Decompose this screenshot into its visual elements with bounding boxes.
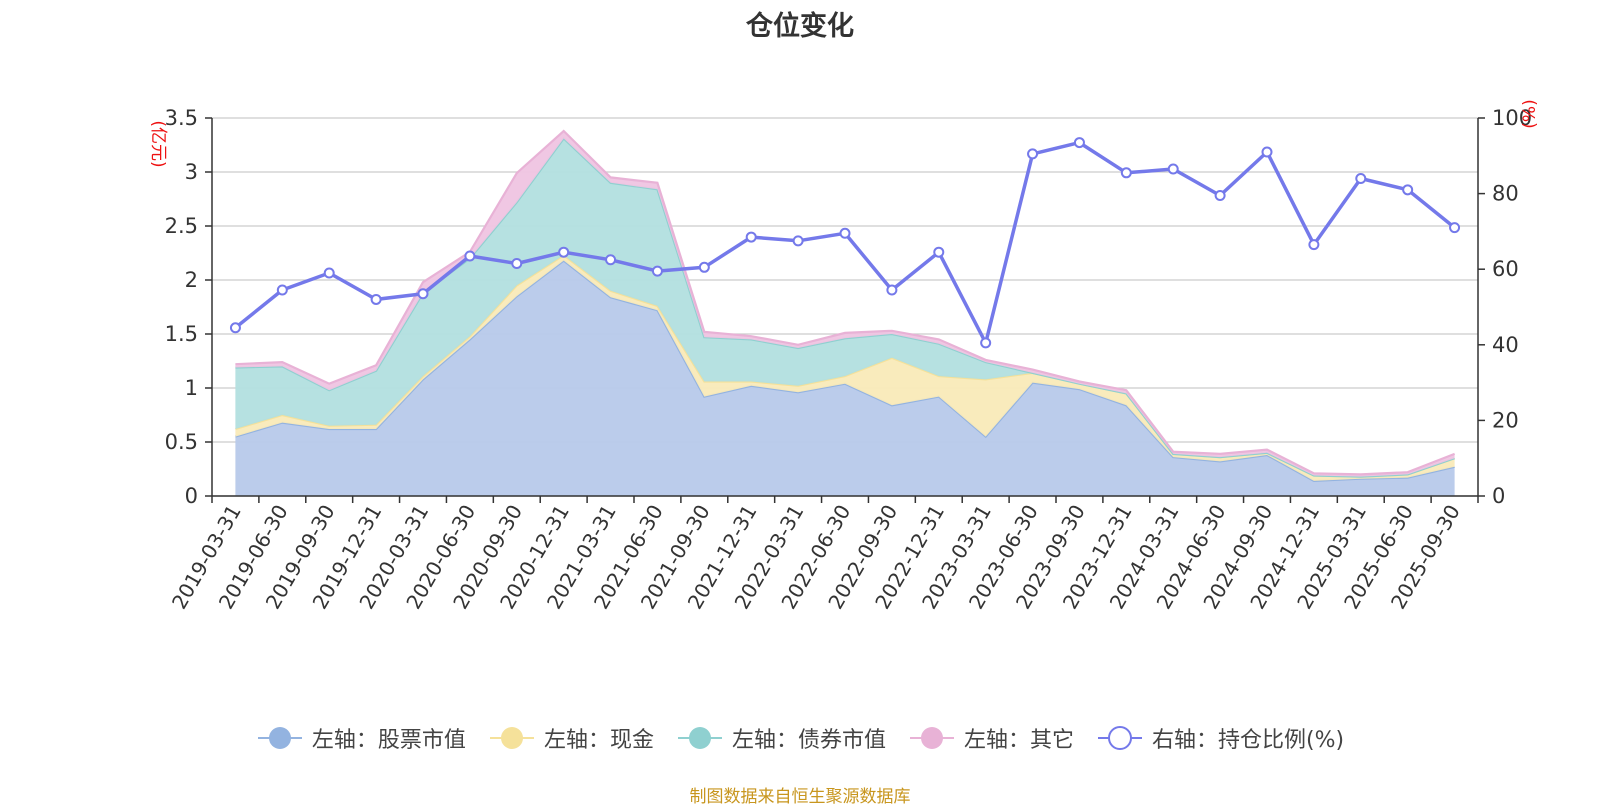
ratio-point — [1402, 184, 1414, 196]
legend-stock-swatch-icon — [257, 727, 302, 749]
right-axis-unit: (%) — [1520, 99, 1540, 128]
right-axis-tick-label: 80 — [1492, 182, 1519, 206]
ratio-point — [605, 254, 617, 266]
right-axis-tick-label: 0 — [1492, 484, 1505, 508]
right-axis-tick-label: 40 — [1492, 333, 1519, 357]
legend-item-ratio[interactable]: 右轴：持仓比例(%) — [1096, 722, 1344, 754]
area-series-0 — [235, 260, 1455, 496]
right-axis-tick-label: 60 — [1492, 257, 1519, 281]
legend-ratio-swatch-icon — [1097, 726, 1142, 750]
legend-label-stock: 左轴：股票市值 — [311, 728, 466, 753]
legend-item-other[interactable]: 左轴：其它 — [908, 722, 1074, 754]
legend-item-stock[interactable]: 左轴：股票市值 — [256, 722, 466, 754]
ratio-point — [1073, 137, 1085, 149]
ratio-point — [745, 231, 757, 243]
legend-item-cash[interactable]: 左轴：现金 — [488, 722, 654, 754]
ratio-point — [698, 261, 710, 273]
legend-other-swatch-icon — [909, 727, 954, 749]
ratio-point — [229, 322, 241, 334]
left-axis-tick-label: 2 — [185, 268, 198, 292]
left-axis-tick-label: 1.5 — [165, 322, 198, 346]
right-axis-tick-label: 20 — [1492, 408, 1519, 432]
ratio-point — [1449, 222, 1461, 234]
left-axis-tick-label: 3.5 — [165, 106, 198, 130]
ratio-point — [933, 246, 945, 258]
legend-cash-swatch-icon — [489, 727, 534, 749]
right-axis-tick-label: 100 — [1492, 106, 1532, 130]
ratio-point — [323, 267, 335, 279]
area-series-2 — [235, 138, 1455, 477]
left-axis-tick-label: 1 — [185, 376, 198, 400]
ratio-point — [1214, 189, 1226, 201]
left-axis-tick-label: 0.5 — [165, 430, 198, 454]
legend-bond-swatch-icon — [677, 727, 722, 749]
ratio-point — [464, 250, 476, 262]
ratio-point — [1120, 167, 1132, 179]
ratio-point — [511, 258, 523, 270]
ratio-point — [558, 246, 570, 258]
legend-label-cash: 左轴：现金 — [543, 728, 654, 753]
ratio-point — [276, 284, 288, 296]
legend-item-bond[interactable]: 左轴：债券市值 — [676, 722, 886, 754]
source-note: 制图数据来自恒生聚源数据库 — [689, 787, 911, 807]
ratio-point — [417, 288, 429, 300]
legend-label-other: 左轴：其它 — [963, 728, 1074, 753]
ratio-point — [1167, 163, 1179, 175]
chart-legend: 左轴：股票市值 左轴：现金 左轴：债券市值 左轴：其它 右轴：持仓比例(%) — [0, 722, 1600, 754]
chart-title: 仓位变化 — [746, 11, 854, 42]
left-axis-tick-label: 2.5 — [165, 214, 198, 238]
ratio-point — [792, 235, 804, 247]
ratio-point — [980, 337, 992, 349]
ratio-point — [1027, 148, 1039, 160]
ratio-point — [1261, 146, 1273, 158]
ratio-point — [886, 284, 898, 296]
ratio-point — [1308, 239, 1320, 251]
ratio-point — [370, 293, 382, 305]
left-axis-tick-label: 0 — [185, 484, 198, 508]
ratio-point — [651, 265, 663, 277]
left-axis-tick-label: 3 — [185, 160, 198, 184]
legend-label-ratio: 右轴：持仓比例(%) — [1151, 728, 1345, 753]
legend-label-bond: 左轴：债券市值 — [731, 728, 886, 753]
ratio-point — [839, 227, 851, 239]
left-axis-unit: (亿元) — [148, 120, 168, 167]
ratio-point — [1355, 172, 1367, 184]
area-edge-series-3 — [235, 129, 1455, 476]
